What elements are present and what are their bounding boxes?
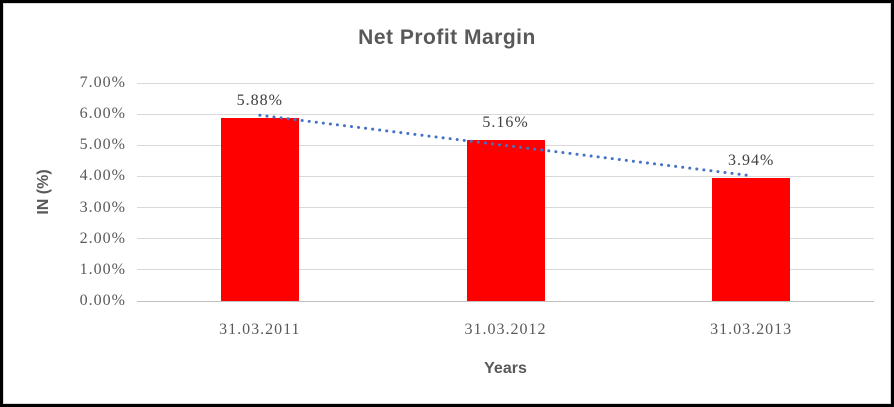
gridline [137,300,874,302]
y-axis-tick-label: 7.00% [79,74,126,91]
y-axis-tick-label: 4.00% [79,167,126,185]
y-axis-tick-label: 3.00% [79,198,126,216]
data-label: 5.88% [236,91,283,109]
y-axis-tick-label: 2.00% [79,229,126,247]
data-label: 3.94% [727,152,775,170]
bar-31-03-2012 [466,140,545,301]
chart-title: Net Profit Margin [358,26,536,49]
bar-31-03-2011 [220,117,299,301]
x-axis-tick-label: 31.03.2012 [464,321,547,338]
x-axis-tick-label: 31.03.2011 [219,321,301,338]
bar-31-03-2013 [712,178,791,301]
data-label: 5.16% [482,114,529,132]
y-axis-title: IN (%) [35,169,52,215]
x-axis-tick-label: 31.03.2013 [710,321,793,338]
y-axis-tick-label: 6.00% [79,105,126,123]
y-axis-tick-label: 0.00% [79,292,126,309]
y-axis-tick-label: 5.00% [79,136,126,154]
net-profit-margin-chart: Net Profit Margin 0.00% 1.00% 2.00% 3.00% 4.… [3,3,891,404]
y-axis-tick-label: 1.00% [79,260,126,278]
gridline [137,82,874,84]
x-axis-title: Years [484,360,527,377]
